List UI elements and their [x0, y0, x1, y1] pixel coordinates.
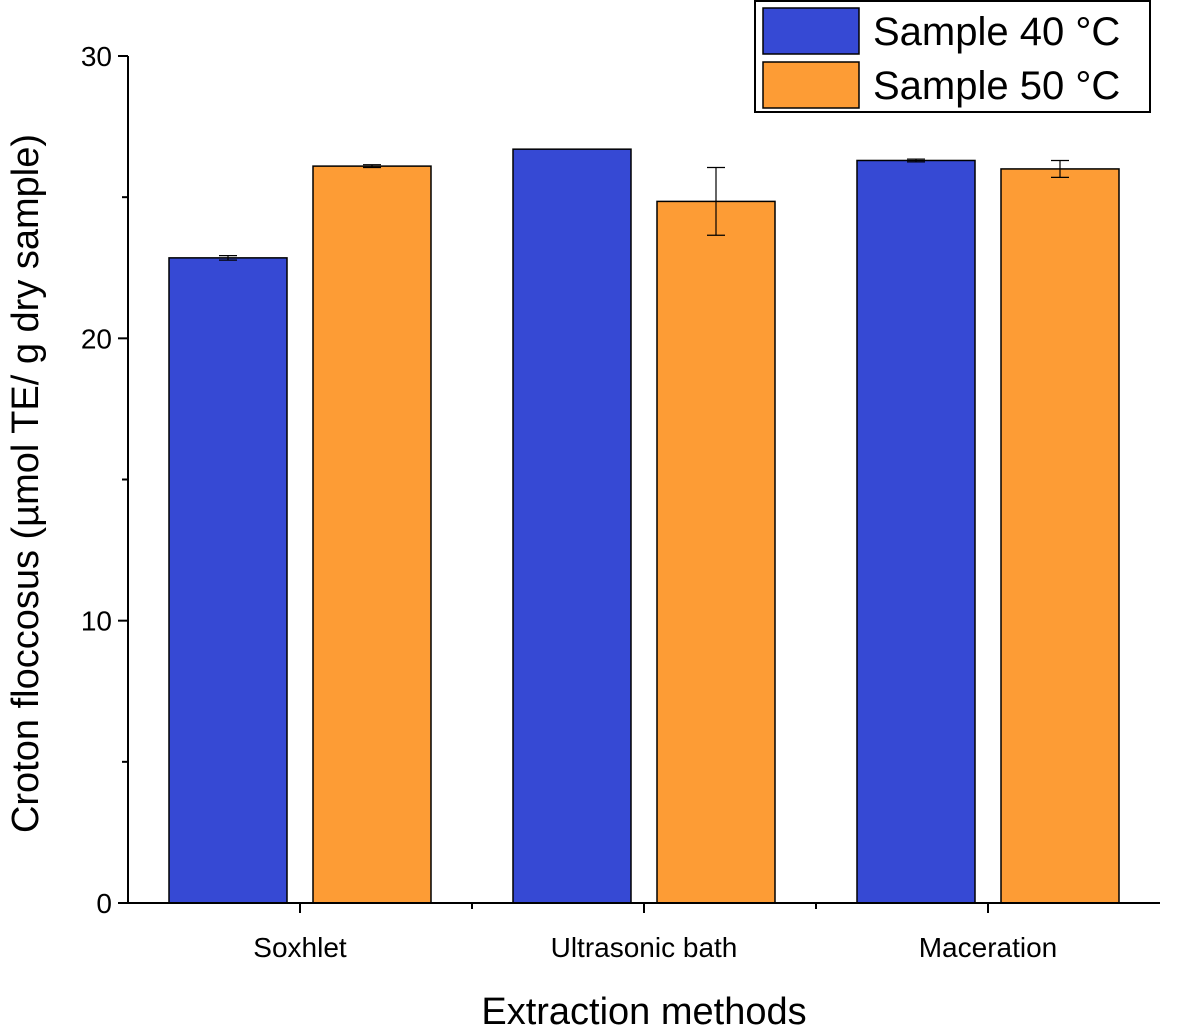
legend-label: Sample 50 °C: [873, 64, 1120, 108]
y-tick-label: 30: [81, 41, 112, 72]
y-axis-title: Croton floccosus (µmol TE/ g dry sample): [5, 134, 47, 833]
legend-label: Sample 40 °C: [873, 10, 1120, 54]
legend-swatch: [762, 7, 860, 55]
y-tick-label: 0: [96, 888, 112, 919]
x-tick-label: Ultrasonic bath: [551, 932, 738, 963]
x-tick-label: Maceration: [919, 932, 1058, 963]
x-ticks-group: Soxhlet Ultrasonic bath Maceration: [253, 903, 1057, 963]
bar: [856, 159, 976, 904]
bar: [512, 148, 632, 904]
y-tick-label: 10: [81, 606, 112, 637]
y-tick-label: 20: [81, 323, 112, 354]
legend: Sample 40 °C Sample 50 °C: [754, 0, 1151, 113]
x-axis-title: Extraction methods: [481, 991, 806, 1027]
y-ticks-group: 0 10 20 30: [81, 41, 128, 919]
bar: [656, 200, 776, 904]
bar: [1000, 168, 1120, 904]
legend-swatch: [762, 61, 860, 109]
x-tick-label: Soxhlet: [253, 932, 347, 963]
bar: [168, 257, 288, 904]
bars-group: [168, 148, 1120, 904]
error-bars-group: [219, 158, 1069, 261]
bar: [312, 165, 432, 904]
